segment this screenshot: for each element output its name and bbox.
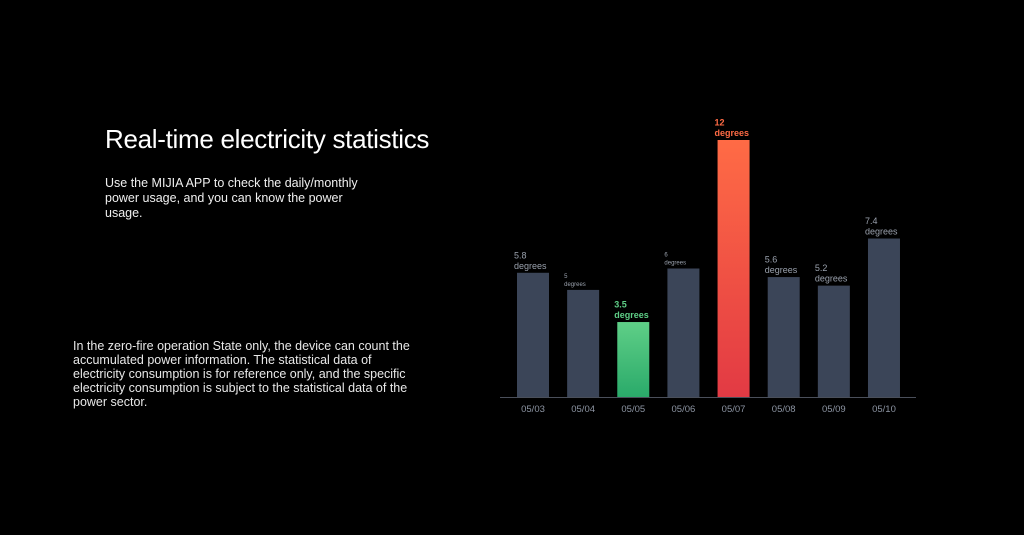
bar-05/05 <box>617 322 650 397</box>
value-number: 5.6 <box>765 255 778 265</box>
value-label-05/04: 5 degrees <box>564 274 586 288</box>
page-title: Real-time electricity statistics <box>105 124 430 154</box>
tick-label-05/10: 05/10 <box>872 404 896 415</box>
value-number: 5 <box>564 274 568 280</box>
tick-labels-group: 05/03 05/04 05/05 05/06 05/07 05/08 05/09 05/10 <box>521 404 896 415</box>
value-unit: degrees <box>815 274 848 284</box>
bar-05/03 <box>517 272 549 397</box>
value-number: 3.5 <box>614 300 627 310</box>
bar-05/10 <box>867 238 900 397</box>
value-number: 7.4 <box>865 216 878 226</box>
value-label-05/07: 12 degrees <box>715 118 750 139</box>
value-unit: degrees <box>865 227 898 237</box>
disclaimer-note: In the zero-fire operation State only, t… <box>73 339 410 409</box>
tick-label-05/05: 05/05 <box>621 404 645 415</box>
value-unit: degrees <box>664 261 686 267</box>
bars-group <box>517 140 900 397</box>
bar-05/06 <box>667 268 700 397</box>
tick-label-05/07: 05/07 <box>722 404 746 415</box>
tick-label-05/08: 05/08 <box>772 404 796 415</box>
value-label-05/09: 5.2 degrees <box>815 263 848 284</box>
value-unit: degrees <box>564 282 586 288</box>
value-label-05/06: 6 degrees <box>664 253 686 267</box>
value-label-05/05: 3.5 degrees <box>614 300 649 321</box>
value-label-05/03: 5.8 degrees <box>514 250 547 271</box>
feature-description: Use the MIJIA APP to check the daily/mon… <box>105 176 358 220</box>
value-number: 5.2 <box>815 263 828 273</box>
value-number: 12 <box>715 118 725 128</box>
value-number: 6 <box>664 253 668 259</box>
bar-05/09 <box>817 285 850 397</box>
tick-label-05/09: 05/09 <box>822 404 846 415</box>
bar-05/04 <box>567 289 600 397</box>
value-unit: degrees <box>765 265 798 275</box>
value-unit: degrees <box>614 310 649 320</box>
value-label-05/08: 5.6 degrees <box>765 255 798 276</box>
value-number: 5.8 <box>514 250 527 260</box>
tick-label-05/04: 05/04 <box>571 404 595 415</box>
tick-label-05/06: 05/06 <box>672 404 696 415</box>
value-unit: degrees <box>715 128 750 138</box>
bar-05/07 <box>717 140 750 397</box>
value-unit: degrees <box>514 261 547 271</box>
value-label-05/10: 7.4 degrees <box>865 216 898 237</box>
bar-05/08 <box>767 277 800 397</box>
tick-label-05/03: 05/03 <box>521 404 545 415</box>
